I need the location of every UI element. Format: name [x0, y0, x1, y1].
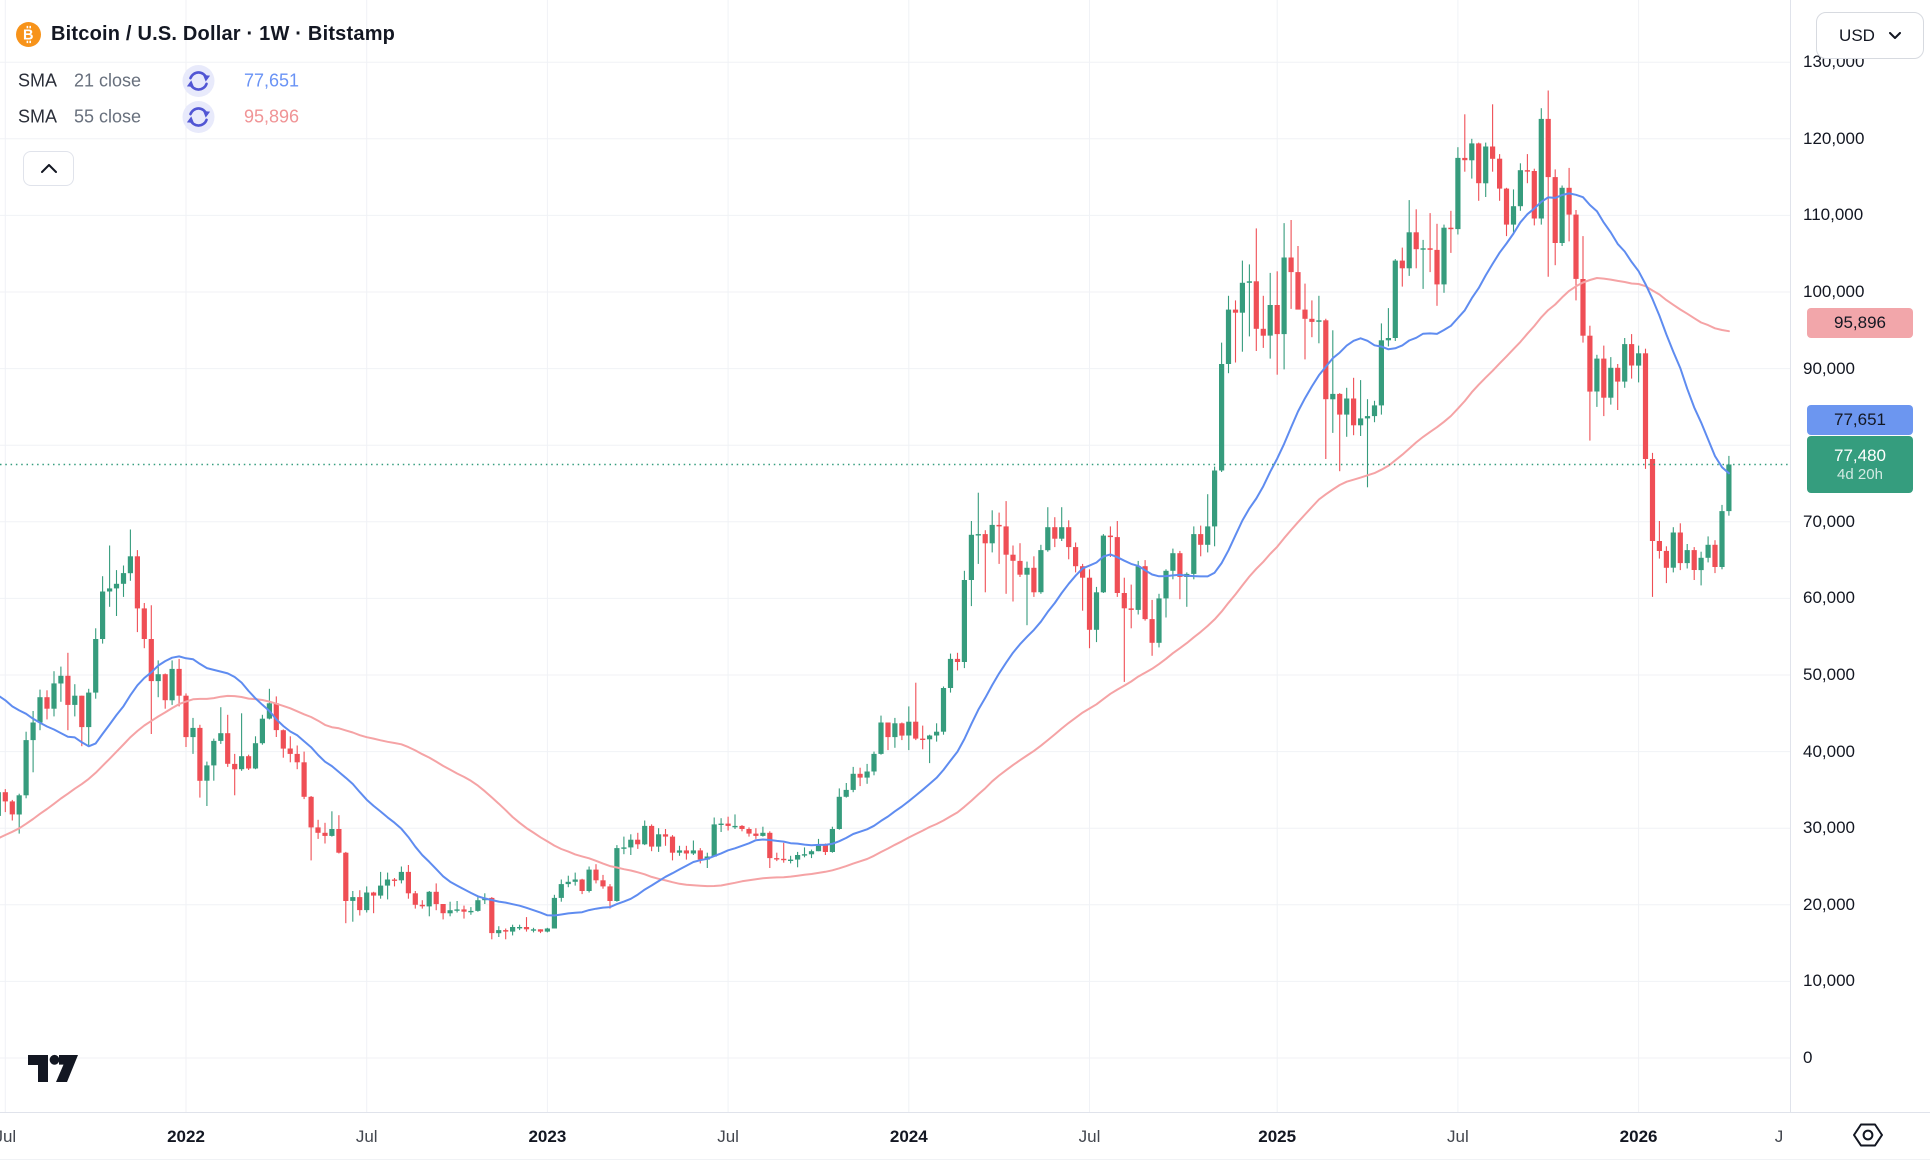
price-axis-label: 120,000 — [1803, 128, 1865, 148]
refresh-icon[interactable] — [182, 101, 215, 134]
price-axis-label: 30,000 — [1803, 818, 1855, 838]
sma21-price-badge: 77,651 — [1807, 405, 1913, 435]
sma55-badge-value: 95,896 — [1834, 313, 1886, 333]
sma55-price-badge: 95,896 — [1807, 308, 1913, 339]
indicator-params: 21 close — [74, 70, 142, 91]
time-axis-label: J — [1774, 1127, 1784, 1146]
indicator-row-sma21[interactable]: SMA 21 close 77,651 — [18, 63, 388, 99]
time-axis-label: Jul — [717, 1127, 739, 1146]
price-axis-label: 90,000 — [1803, 358, 1855, 378]
symbol-title-row[interactable]: B Bitcoin / U.S. Dollar · 1W · Bitstamp — [16, 14, 496, 54]
time-axis-label: Jul — [1447, 1127, 1469, 1146]
price-axis-label: 10,000 — [1803, 971, 1855, 991]
svg-text:B: B — [23, 27, 33, 43]
time-axis-label: Jul — [0, 1127, 17, 1146]
bar-countdown: 4d 20h — [1837, 465, 1883, 483]
chevron-up-icon — [40, 164, 57, 173]
time-axis[interactable]: Jul 2022 Jul 2023 Jul 2024 Jul 2025 Jul 2026 J — [0, 1112, 1930, 1165]
grid-lines — [0, 0, 1790, 1112]
sma21-value: 77,651 — [244, 70, 300, 91]
last-price-badge: 77,480 4d 20h — [1807, 436, 1913, 493]
time-axis-label: 2022 — [167, 1127, 205, 1146]
indicator-name: SMA — [18, 70, 58, 91]
sma21-line — [0, 192, 1730, 917]
time-axis-label: 2024 — [889, 1127, 928, 1146]
time-axis-label: 2026 — [1619, 1127, 1658, 1146]
hexagon-eye-icon[interactable] — [1852, 1121, 1884, 1149]
last-price-value: 77,480 — [1834, 445, 1886, 465]
price-axis-label: 100,000 — [1803, 282, 1865, 301]
price-axis-label: 50,000 — [1803, 665, 1855, 684]
chevron-down-icon — [1888, 32, 1901, 39]
symbol-title: Bitcoin / U.S. Dollar · 1W · Bitstamp — [51, 22, 396, 45]
indicator-name: SMA — [18, 106, 58, 127]
chart-legend: B Bitcoin / U.S. Dollar · 1W · Bitstamp … — [16, 14, 496, 194]
price-axis-label: 20,000 — [1803, 894, 1855, 914]
price-axis-label: 0 — [1803, 1048, 1813, 1067]
currency-dropdown-value: USD — [1839, 25, 1875, 45]
refresh-icon[interactable] — [182, 65, 215, 98]
time-axis-label: Jul — [355, 1127, 378, 1146]
collapse-legend-button[interactable] — [23, 151, 74, 186]
sma21-badge-value: 77,651 — [1834, 410, 1886, 429]
time-axis-label: Jul — [1078, 1127, 1101, 1146]
candles — [0, 90, 1732, 940]
price-axis-label: 40,000 — [1803, 741, 1855, 761]
indicator-row-sma55[interactable]: SMA 55 close 95,896 — [18, 99, 388, 135]
bitcoin-icon: B — [16, 21, 41, 47]
price-axis-label: 110,000 — [1803, 205, 1864, 225]
time-axis-label: 2023 — [528, 1127, 567, 1146]
tradingview-logo[interactable] — [27, 1054, 81, 1083]
price-axis-label: 70,000 — [1803, 511, 1855, 531]
indicator-params: 55 close — [74, 106, 142, 127]
price-axis-label: 60,000 — [1803, 588, 1855, 608]
price-axis[interactable]: 95,896 77,651 77,480 4d 20h 130,000 120,0… — [1790, 0, 1930, 1112]
time-axis-label: 2025 — [1258, 1127, 1297, 1146]
sma55-value: 95,896 — [244, 106, 300, 127]
currency-dropdown[interactable]: USD — [1816, 12, 1924, 59]
sma55-line — [0, 277, 1730, 888]
